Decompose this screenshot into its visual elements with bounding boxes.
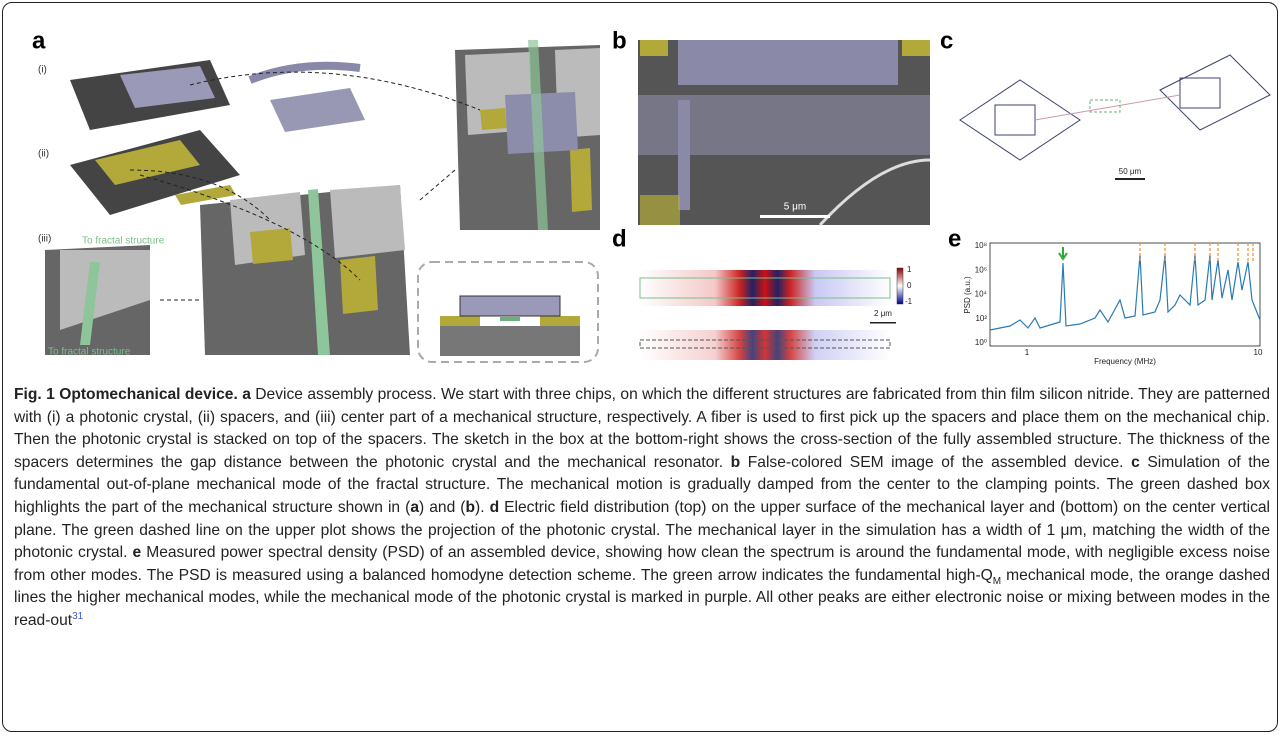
colorbar-label: -1	[905, 297, 913, 306]
caption-run: b	[730, 453, 741, 471]
caption-run: Fig. 1 Optomechanical device.	[14, 386, 238, 403]
caption-run: ).	[475, 498, 490, 516]
caption-run: Simulation of the fundamental out-of-pla…	[14, 453, 1270, 516]
panel-letter: d	[612, 225, 627, 252]
caption-run: ) and (	[419, 498, 466, 516]
scale-bar-label: 5 μm	[784, 202, 806, 213]
caption-run: False-colored SEM image of the assembled…	[740, 453, 1132, 471]
caption-run: mechanical mode, the orange dashed lines…	[14, 566, 1270, 629]
caption-run: Device assembly process. We start with t…	[14, 386, 1270, 471]
x-axis-label: Frequency (MHz)	[1094, 357, 1156, 366]
caption-run: d	[489, 498, 500, 516]
colorbar-label: 1	[907, 265, 912, 274]
tick-labels: 10⁸ 10⁶ 10⁴ 10² 10⁰ 1 10	[975, 241, 1263, 357]
colorbar-label: 0	[907, 281, 912, 290]
caption-run: e	[132, 544, 142, 562]
annotation: To fractal structure	[48, 347, 131, 358]
step-label: (iii)	[38, 234, 51, 245]
x-tick-label: 10	[1254, 348, 1263, 357]
chip-illustrations	[45, 40, 600, 363]
x-tick-label: 1	[1025, 348, 1030, 357]
y-tick-label: 10⁸	[975, 241, 987, 250]
caption-run: Measured power spectral density (PSD) of…	[14, 544, 1270, 584]
fractal-simulation	[959, 54, 1271, 180]
caption-run: c	[1131, 453, 1140, 471]
caption-run: a	[410, 498, 419, 516]
sem-image	[638, 40, 931, 227]
caption-run: a	[242, 386, 251, 403]
caption-run: Electric field distribution (top) on the…	[14, 498, 1271, 562]
panel-letter: b	[612, 27, 627, 54]
caption-run: 31	[72, 610, 84, 622]
step-label: (ii)	[38, 149, 49, 160]
scale-bar-label: 2 μm	[874, 309, 892, 318]
annotation: To fractal structure	[82, 236, 165, 247]
caption-run: M	[992, 575, 1002, 587]
y-tick-label: 10⁴	[975, 290, 988, 299]
y-tick-label: 10⁶	[975, 265, 987, 274]
psd-plot	[989, 242, 1261, 347]
y-axis-label: PSD (a.u.)	[963, 276, 972, 314]
step-label: (i)	[38, 65, 47, 76]
y-tick-label: 10²	[975, 314, 987, 323]
panel-letter: c	[940, 27, 953, 54]
y-tick-label: 10⁰	[975, 338, 987, 347]
panel-letter: a	[32, 27, 46, 54]
caption-run: b	[465, 498, 475, 516]
panel-letter: e	[948, 225, 961, 252]
figure: a (i) (ii) (iii)	[32, 27, 1271, 366]
scale-bar-label: 50 μm	[1119, 167, 1142, 176]
field-distribution	[639, 267, 904, 360]
caption: Fig. 1 Optomechanical device. a Device a…	[14, 384, 1270, 633]
